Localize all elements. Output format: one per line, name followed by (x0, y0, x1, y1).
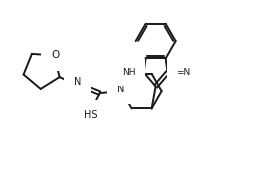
Text: O: O (51, 51, 59, 60)
Text: =N: =N (176, 68, 190, 77)
Text: NH: NH (122, 68, 136, 77)
Text: N: N (74, 77, 81, 87)
Text: N: N (117, 84, 124, 94)
Text: HS: HS (84, 110, 97, 120)
